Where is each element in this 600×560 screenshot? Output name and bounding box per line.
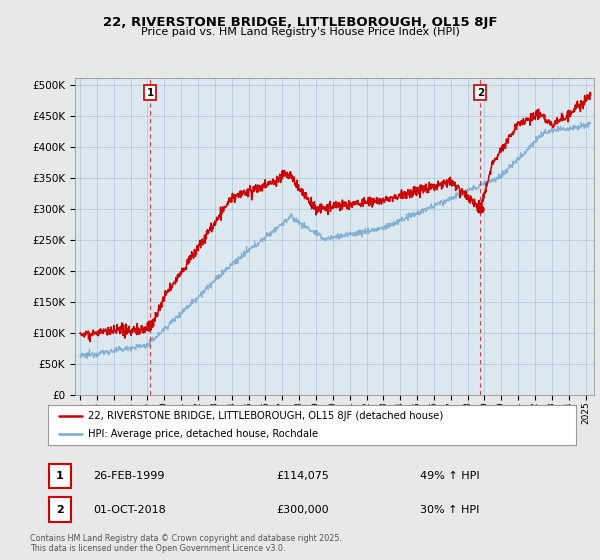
Text: 2: 2	[476, 87, 484, 97]
Text: 49% ↑ HPI: 49% ↑ HPI	[420, 471, 479, 481]
Text: Price paid vs. HM Land Registry's House Price Index (HPI): Price paid vs. HM Land Registry's House …	[140, 27, 460, 37]
Text: HPI: Average price, detached house, Rochdale: HPI: Average price, detached house, Roch…	[88, 430, 318, 439]
Text: 22, RIVERSTONE BRIDGE, LITTLEBOROUGH, OL15 8JF (detached house): 22, RIVERSTONE BRIDGE, LITTLEBOROUGH, OL…	[88, 411, 443, 421]
Text: £300,000: £300,000	[276, 505, 329, 515]
Text: 1: 1	[146, 87, 154, 97]
Text: 26-FEB-1999: 26-FEB-1999	[93, 471, 164, 481]
Text: 30% ↑ HPI: 30% ↑ HPI	[420, 505, 479, 515]
Text: £114,075: £114,075	[276, 471, 329, 481]
Text: Contains HM Land Registry data © Crown copyright and database right 2025.
This d: Contains HM Land Registry data © Crown c…	[30, 534, 342, 553]
Text: 2: 2	[56, 505, 64, 515]
Text: 1: 1	[56, 471, 64, 481]
Text: 22, RIVERSTONE BRIDGE, LITTLEBOROUGH, OL15 8JF: 22, RIVERSTONE BRIDGE, LITTLEBOROUGH, OL…	[103, 16, 497, 29]
Text: 01-OCT-2018: 01-OCT-2018	[93, 505, 166, 515]
